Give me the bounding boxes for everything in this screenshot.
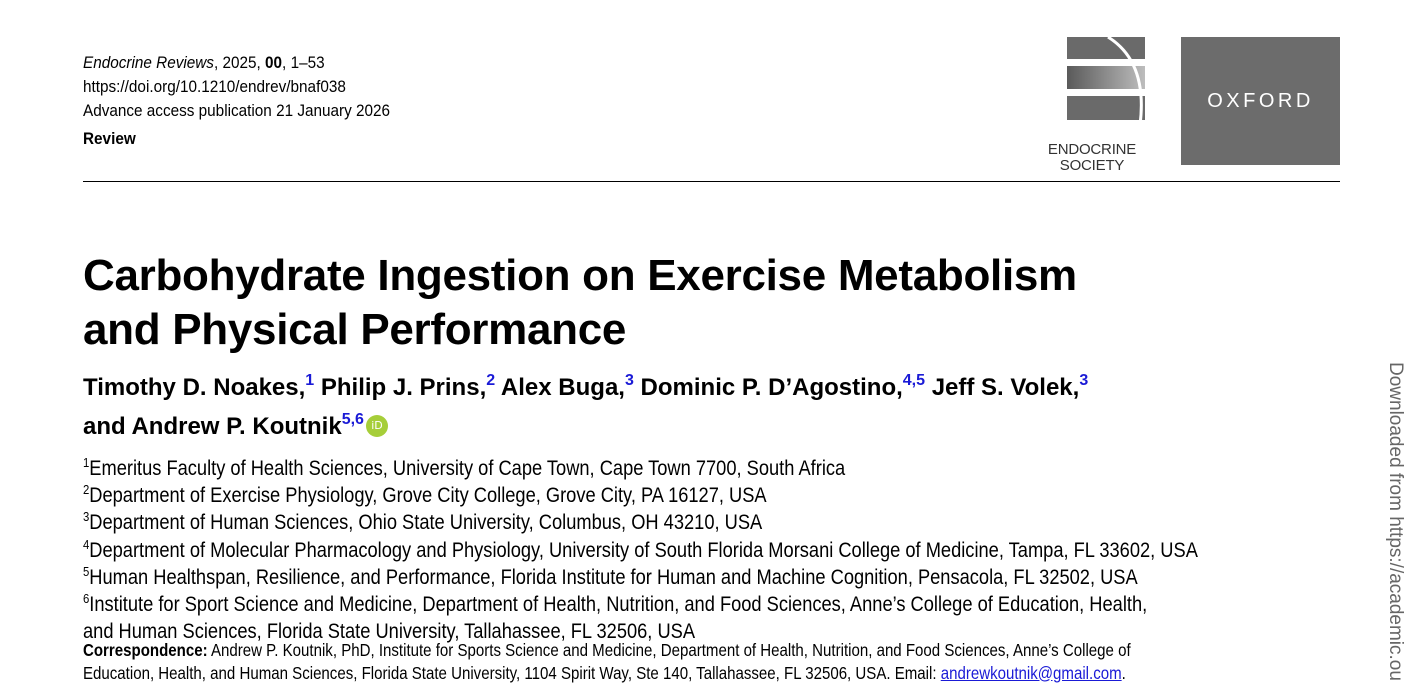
correspondence: Correspondence: Andrew P. Koutnik, PhD, …	[83, 639, 1343, 684]
author-name: and Andrew P. Koutnik	[83, 413, 342, 440]
oxford-logo: OXFORD	[1181, 37, 1340, 165]
email-link[interactable]: andrewkoutnik@gmail.com	[940, 662, 1122, 683]
affiliation: 6Institute for Sport Science and Medicin…	[83, 591, 1301, 619]
author-name: Jeff S. Volek,	[931, 374, 1080, 401]
author[interactable]: Alex Buga,3	[500, 372, 634, 401]
author-affiliation-ref[interactable]: 4,5	[902, 372, 926, 389]
author[interactable]: Jeff S. Volek,3	[931, 372, 1089, 401]
article-header: Endocrine Reviews, 2025, 00, 1–53 https:…	[83, 51, 587, 151]
header-divider	[83, 181, 1340, 182]
journal-volume: 00	[265, 53, 283, 72]
affiliation-text: Human Healthspan, Resilience, and Perfor…	[89, 565, 1138, 589]
article-title: Carbohydrate Ingestion on Exercise Metab…	[83, 249, 1283, 357]
affiliation-number: 2	[83, 482, 90, 498]
affiliation: 3Department of Human Sciences, Ohio Stat…	[83, 509, 1301, 537]
author[interactable]: Dominic P. D’Agostino,4,5	[640, 372, 926, 401]
author[interactable]: and Andrew P. Koutnik5,6 iD	[83, 411, 388, 440]
endocrine-logo-line1: ENDOCRINE	[1047, 141, 1137, 158]
author-name: Timothy D. Noakes,	[83, 374, 306, 401]
author[interactable]: Timothy D. Noakes,1	[83, 372, 315, 401]
affiliation-number: 4	[83, 536, 90, 552]
author-affiliation-ref[interactable]: 5,6	[341, 411, 364, 428]
correspondence-line-1: Correspondence: Andrew P. Koutnik, PhD, …	[83, 639, 1343, 662]
affiliation-number: 3	[83, 509, 90, 525]
title-line-2: and Physical Performance	[83, 305, 627, 354]
journal-pages: 1–53	[290, 53, 325, 72]
author-list: Timothy D. Noakes,1 Philip J. Prins,2 Al…	[83, 370, 1313, 448]
journal-year: 2025	[222, 53, 257, 72]
author-affiliation-ref[interactable]: 3	[624, 372, 634, 389]
journal-citation: Endocrine Reviews, 2025, 00, 1–53	[83, 53, 325, 72]
download-source-note: Downloaded from https://academic.ou	[1385, 362, 1405, 681]
endocrine-logo-line2: SOCIETY	[1059, 157, 1125, 174]
correspondence-label: Correspondence:	[83, 640, 208, 660]
correspondence-line-2: Education, Health, and Human Sciences, F…	[83, 662, 1343, 685]
affiliation-text: Institute for Sport Science and Medicine…	[89, 593, 1148, 617]
oxford-logo-text: OXFORD	[1207, 89, 1314, 112]
correspondence-text-1: Andrew P. Koutnik, PhD, Institute for Sp…	[210, 640, 1131, 660]
author-affiliation-ref[interactable]: 2	[486, 372, 496, 389]
author-affiliation-ref[interactable]: 1	[305, 372, 315, 389]
endocrine-society-logo: ENDOCRINE SOCIETY	[1036, 35, 1148, 175]
title-line-1: Carbohydrate Ingestion on Exercise Metab…	[83, 251, 1077, 300]
author-name: Philip J. Prins,	[320, 374, 487, 401]
article-type: Review	[83, 129, 136, 148]
correspondence-text-2: Education, Health, and Human Sciences, F…	[83, 662, 941, 683]
affiliation-number: 5	[83, 563, 90, 579]
affiliation: 4Department of Molecular Pharmacology an…	[83, 536, 1301, 565]
doi-link[interactable]: https://doi.org/10.1210/endrev/bnaf038	[83, 77, 346, 96]
affiliation: 1Emeritus Faculty of Health Sciences, Un…	[83, 455, 1301, 483]
affiliation-text: Department of Human Sciences, Ohio State…	[89, 511, 763, 535]
author[interactable]: Philip J. Prins,2	[320, 372, 496, 401]
affiliation: 5Human Healthspan, Resilience, and Perfo…	[83, 563, 1301, 592]
affiliation-number: 6	[83, 591, 90, 607]
author-name: Alex Buga,	[500, 374, 625, 401]
affiliation-list: 1Emeritus Faculty of Health Sciences, Un…	[83, 455, 1301, 644]
affiliation-continuation: and Human Sciences, Florida State Univer…	[83, 620, 696, 644]
journal-name: Endocrine Reviews	[83, 53, 214, 72]
advance-access-date: Advance access publication 21 January 20…	[83, 101, 391, 120]
affiliation-number: 1	[83, 455, 90, 470]
correspondence-end: .	[1121, 662, 1126, 683]
author-affiliation-ref[interactable]: 3	[1079, 372, 1089, 389]
affiliation-text: Emeritus Faculty of Health Sciences, Uni…	[89, 457, 846, 480]
affiliation-text: Department of Molecular Pharmacology and…	[89, 538, 1198, 562]
affiliation: 2Department of Exercise Physiology, Grov…	[83, 482, 1301, 510]
endocrine-society-emblem	[1067, 35, 1145, 126]
orcid-icon[interactable]: iD	[365, 414, 388, 437]
affiliation-text: Department of Exercise Physiology, Grove…	[89, 484, 767, 508]
author-name: Dominic P. D’Agostino,	[640, 374, 903, 401]
